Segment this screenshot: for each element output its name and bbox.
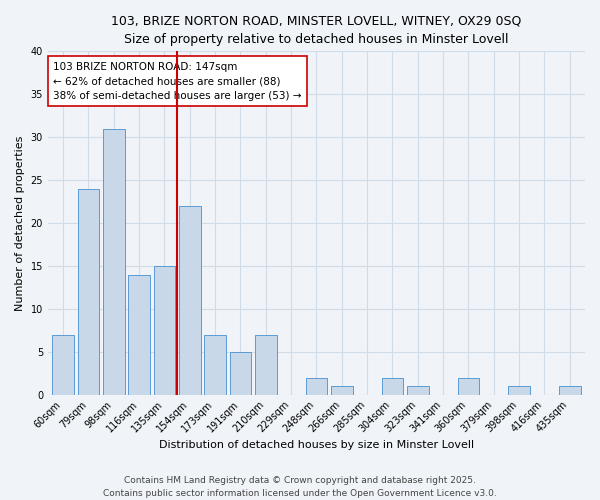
Bar (128, 274, 150, 394)
Bar (508, 386, 530, 394)
Bar (230, 352, 251, 395)
Bar (331, 386, 353, 394)
Bar (77, 188, 99, 394)
Bar (52, 334, 74, 394)
Bar (205, 334, 226, 394)
Bar (154, 266, 175, 394)
Bar (382, 378, 403, 394)
Bar (255, 334, 277, 394)
Bar (103, 128, 125, 394)
Text: Contains HM Land Registry data © Crown copyright and database right 2025.
Contai: Contains HM Land Registry data © Crown c… (103, 476, 497, 498)
Text: 103 BRIZE NORTON ROAD: 147sqm
← 62% of detached houses are smaller (88)
38% of s: 103 BRIZE NORTON ROAD: 147sqm ← 62% of d… (53, 62, 302, 101)
Title: 103, BRIZE NORTON ROAD, MINSTER LOVELL, WITNEY, OX29 0SQ
Size of property relati: 103, BRIZE NORTON ROAD, MINSTER LOVELL, … (111, 15, 521, 46)
Bar (179, 206, 200, 394)
Bar (458, 378, 479, 394)
Y-axis label: Number of detached properties: Number of detached properties (15, 136, 25, 310)
Bar (305, 378, 327, 394)
Bar (559, 386, 581, 394)
Bar (407, 386, 428, 394)
X-axis label: Distribution of detached houses by size in Minster Lovell: Distribution of detached houses by size … (159, 440, 474, 450)
